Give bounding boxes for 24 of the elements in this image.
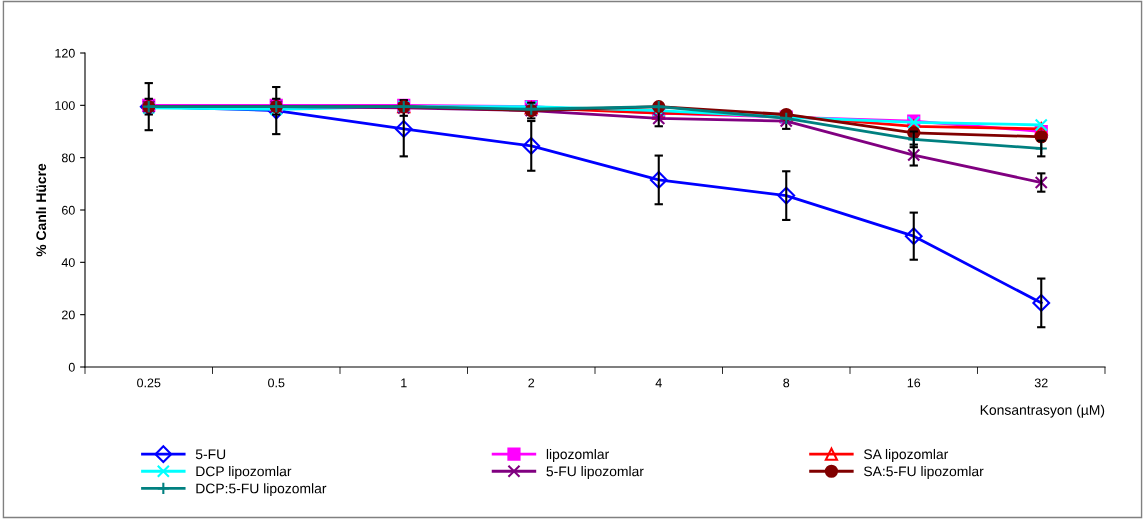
legend-label: DCP lipozomlar — [196, 466, 292, 480]
x-axis-title: Konsantrasyon (µM) — [980, 404, 1105, 418]
legend-label: 5-FU lipozomlar — [546, 466, 644, 480]
legend-label: SA lipozomlar — [864, 448, 949, 462]
x-tick-label: 0.25 — [137, 378, 161, 388]
y-tick-label: 0 — [68, 362, 75, 372]
legend-label: DCP:5-FU lipozomlar — [196, 483, 327, 497]
x-tick-label: 32 — [1034, 378, 1048, 388]
y-tick-label: 20 — [62, 310, 75, 320]
y-tick-label: 100 — [55, 101, 75, 110]
x-tick-label: 2 — [528, 378, 535, 388]
y-tick-label: 60 — [62, 205, 75, 215]
x-tick-label: 4 — [655, 378, 662, 388]
x-tick-label: 8 — [783, 378, 790, 388]
y-tick-label: 40 — [61, 258, 75, 267]
y-tick-label: 80 — [61, 153, 75, 163]
legend-label: 5-FU — [195, 449, 226, 460]
y-axis-title: % Canlı Hücre — [35, 163, 47, 257]
legend-label: SA:5-FU lipozomlar — [864, 466, 984, 480]
x-tick-label: 1 — [401, 378, 407, 388]
x-tick-label: 0.5 — [268, 378, 285, 388]
y-tick-label: 120 — [55, 48, 75, 58]
legend-label: lipozomlar — [546, 448, 609, 462]
x-tick-label: 16 — [907, 378, 921, 388]
